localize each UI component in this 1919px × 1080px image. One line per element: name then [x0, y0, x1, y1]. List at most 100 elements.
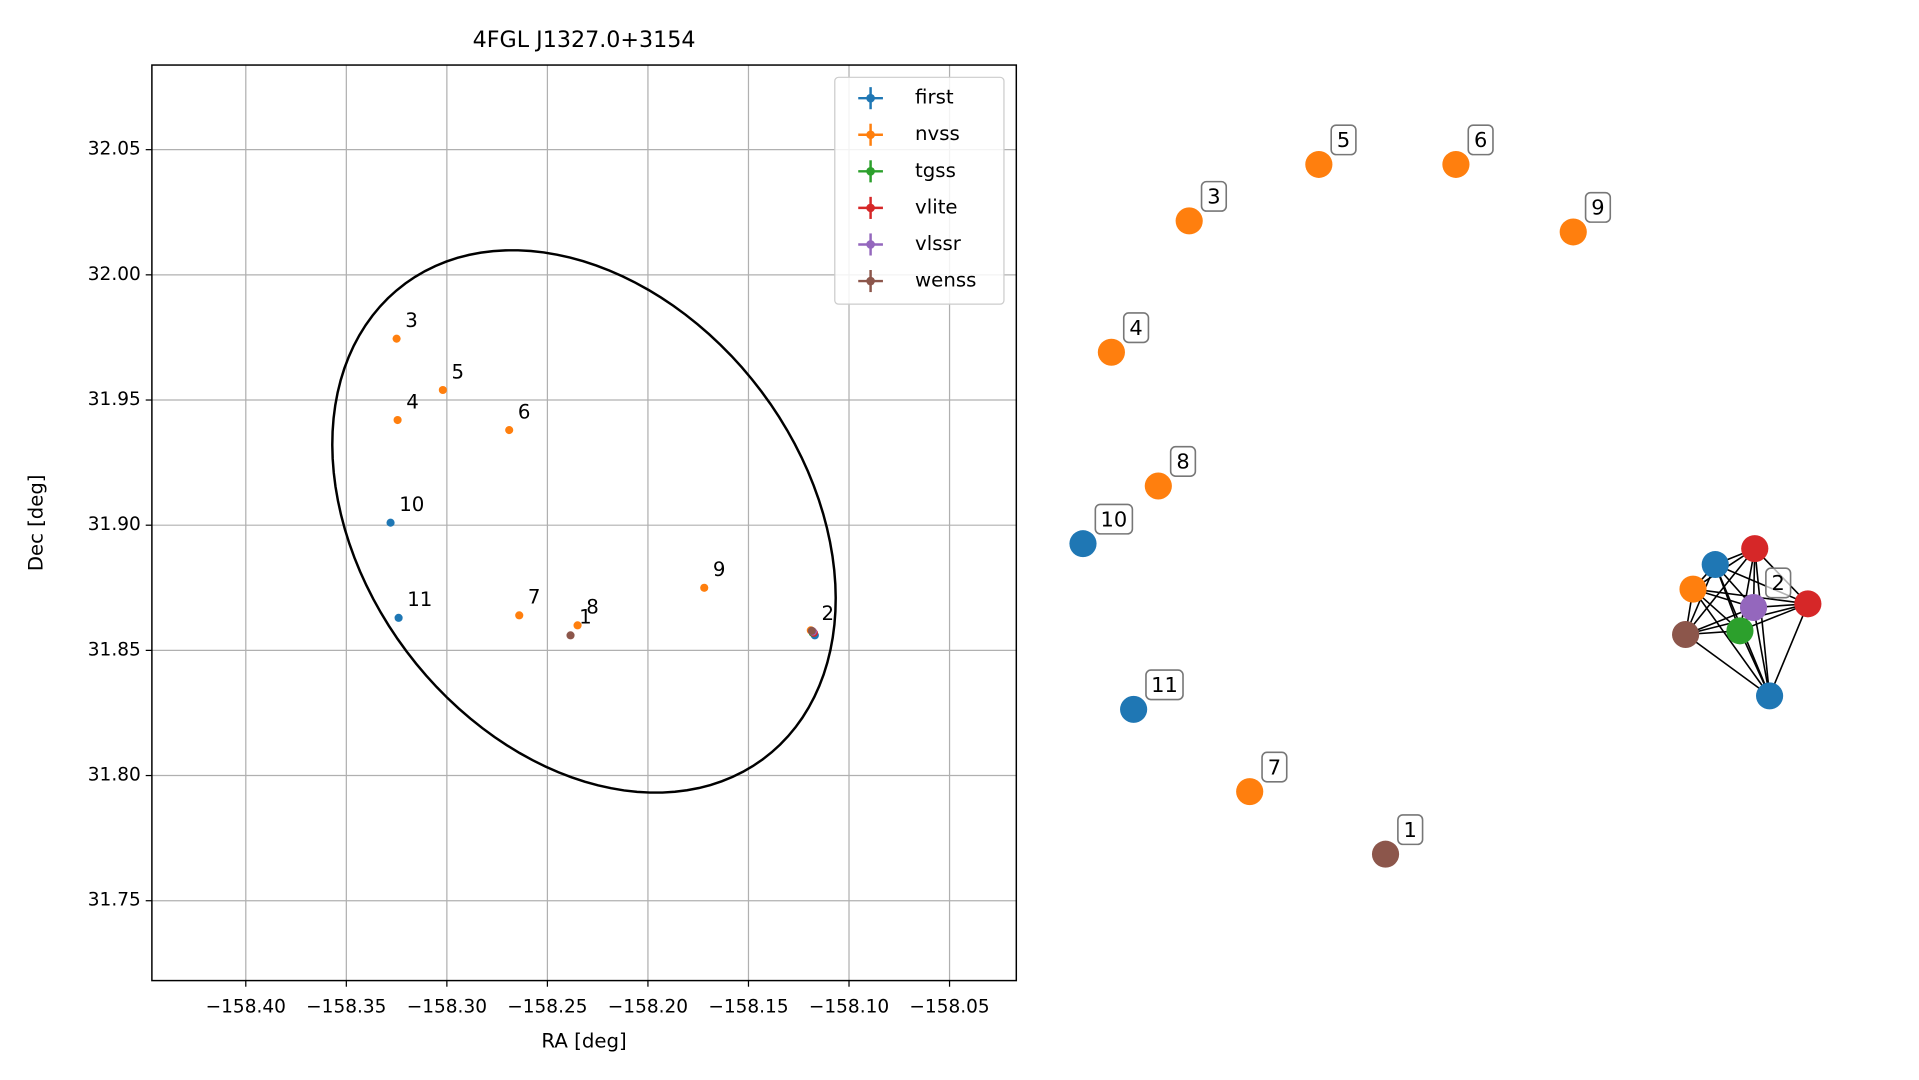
node — [1236, 778, 1264, 806]
x-tick-label: −158.10 — [809, 997, 889, 1018]
node — [1794, 590, 1822, 618]
node-label: 7 — [1268, 755, 1281, 779]
node-label-box — [1330, 124, 1357, 156]
edge — [1684, 548, 1756, 635]
point-label: 1 — [579, 606, 592, 629]
chart-title: 4FGL J1327.0+3154 — [473, 27, 696, 53]
data-point — [700, 583, 709, 592]
point-label: 10 — [399, 493, 424, 516]
legend-marker — [866, 203, 875, 213]
node-label: 1 — [1404, 818, 1417, 842]
node — [1755, 682, 1784, 710]
node — [1672, 621, 1700, 648]
x-tick-label: −158.35 — [306, 997, 386, 1018]
y-tick-label: 32.05 — [88, 139, 141, 160]
node-label-box — [1261, 751, 1288, 783]
node-label-box — [1169, 445, 1197, 477]
node-label: 6 — [1474, 128, 1487, 152]
data-point — [566, 631, 575, 640]
y-tick-label: 31.75 — [88, 890, 141, 911]
x-tick-label: −158.40 — [206, 997, 286, 1018]
node-label-box — [1200, 180, 1228, 212]
node-label: 8 — [1176, 450, 1189, 474]
x-tick-label: −158.05 — [909, 997, 989, 1018]
node-label: 11 — [1151, 673, 1178, 697]
node-label: 10 — [1101, 507, 1128, 531]
data-point — [505, 426, 514, 435]
data-point — [807, 626, 816, 635]
node — [1701, 551, 1729, 579]
node — [1679, 575, 1707, 603]
point-label: 6 — [518, 400, 531, 423]
legend-label: wenss — [915, 269, 976, 292]
y-axis-label: Dec [deg] — [25, 475, 48, 572]
node-label: 2 — [1772, 571, 1785, 595]
legend-label: nvss — [915, 122, 960, 145]
node-label: 9 — [1591, 196, 1604, 220]
y-tick-label: 31.90 — [88, 514, 141, 535]
data-point — [438, 385, 447, 395]
point-label: 2 — [821, 602, 834, 625]
point-label: 5 — [451, 360, 464, 383]
node — [1741, 535, 1769, 563]
node — [1175, 207, 1203, 235]
node — [1097, 338, 1125, 366]
node-label-box — [1467, 124, 1494, 156]
x-tick-label: −158.25 — [507, 997, 587, 1018]
node — [1559, 218, 1587, 246]
x-axis-label: RA [deg] — [541, 1029, 626, 1052]
legend-label: first — [915, 86, 954, 109]
node — [1442, 150, 1470, 178]
point-label: 11 — [407, 588, 432, 611]
edge — [1752, 607, 1771, 697]
point-label: 4 — [406, 390, 419, 413]
legend-label: vlssr — [915, 232, 962, 255]
legend-marker — [866, 93, 875, 103]
x-tick-label: −158.20 — [608, 997, 688, 1018]
node-label: 4 — [1129, 316, 1142, 340]
node-label-box — [1397, 814, 1424, 846]
node-label-box — [1094, 503, 1134, 535]
edge — [1768, 603, 1809, 697]
data-point — [393, 415, 402, 425]
point-label: 7 — [528, 586, 541, 609]
node-label-box — [1122, 312, 1150, 344]
y-tick-label: 31.85 — [88, 639, 141, 660]
legend-marker — [866, 130, 875, 140]
point-label: 8 — [586, 596, 599, 619]
node-label-box — [1765, 567, 1792, 599]
node — [1144, 472, 1172, 500]
legend-label: vlite — [915, 195, 958, 218]
edge — [1739, 548, 1756, 631]
node — [1305, 150, 1333, 178]
legend-marker — [866, 167, 875, 176]
node — [1120, 695, 1148, 723]
node — [1371, 840, 1400, 868]
node — [1739, 594, 1768, 621]
node-label: 3 — [1207, 185, 1220, 209]
y-tick-label: 32.00 — [88, 264, 141, 285]
node — [1069, 530, 1097, 558]
point-label: 3 — [405, 309, 418, 332]
edge — [1714, 563, 1809, 605]
plot-frame — [151, 64, 1018, 982]
data-point — [573, 621, 582, 630]
data-point — [392, 334, 401, 343]
point-label: 9 — [713, 558, 726, 581]
legend-marker — [866, 240, 875, 249]
edge — [1692, 588, 1771, 697]
legend-label: tgss — [915, 159, 956, 182]
x-tick-label: −158.15 — [708, 997, 788, 1018]
x-tick-label: −158.30 — [407, 997, 487, 1018]
y-tick-label: 31.80 — [88, 765, 141, 786]
data-point — [394, 613, 403, 622]
node — [1726, 617, 1754, 645]
confidence-ellipse — [331, 249, 837, 794]
edge — [1685, 633, 1771, 697]
node-label-box — [1584, 191, 1612, 223]
node-label-box — [1145, 669, 1184, 701]
node-label: 5 — [1337, 128, 1350, 152]
data-point — [386, 518, 395, 527]
